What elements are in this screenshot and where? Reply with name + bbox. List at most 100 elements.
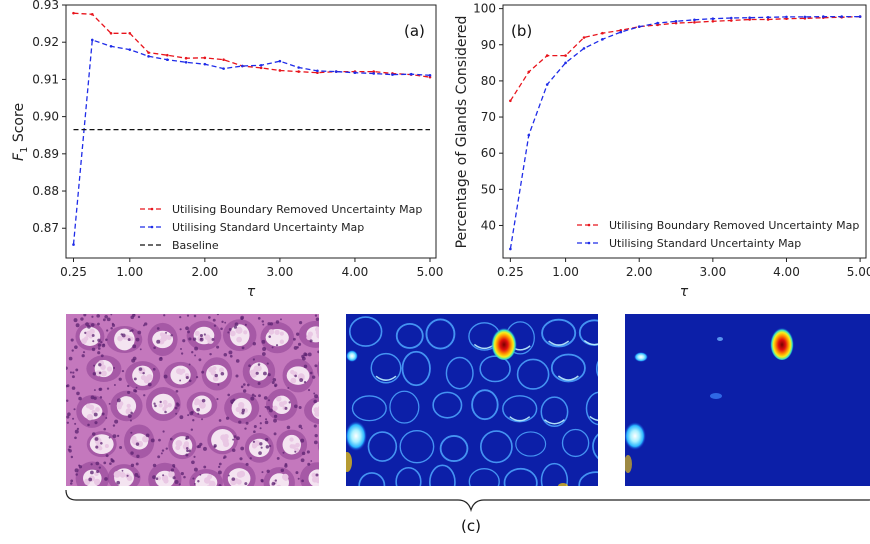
x-tick-label: 2.00 <box>191 265 218 279</box>
x-tick-label: 4.00 <box>342 265 369 279</box>
data-point <box>204 57 207 60</box>
data-point <box>429 74 432 77</box>
x-tick-label: 0.25 <box>497 265 524 279</box>
data-point <box>748 16 751 19</box>
legend-label: Utilising Boundary Removed Uncertainty M… <box>172 203 422 216</box>
data-point <box>693 21 696 24</box>
series-line-0 <box>74 13 431 77</box>
series-line-1 <box>510 17 860 249</box>
x-tick-label: 5.00 <box>847 265 870 279</box>
data-point <box>509 99 512 102</box>
data-point <box>583 47 586 50</box>
panel-b-xlabel: τ <box>680 284 689 300</box>
data-point <box>546 83 549 86</box>
data-point <box>260 67 263 70</box>
data-point <box>410 73 413 76</box>
data-point <box>546 54 549 57</box>
data-point <box>91 39 94 42</box>
x-tick-label: 1.00 <box>552 265 579 279</box>
panel-a-ylabel: F1 Score <box>11 103 30 161</box>
boundary-removed-uncertainty-map <box>624 314 870 486</box>
legend-marker <box>588 224 591 227</box>
data-point <box>260 64 263 67</box>
data-point <box>767 16 770 19</box>
panel-b-ylabel: Percentage of Glands Considered <box>454 16 470 249</box>
data-point <box>279 60 282 63</box>
y-tick-label: 0.89 <box>32 147 59 161</box>
data-point <box>166 54 169 57</box>
panel-a-label: (a) <box>404 22 425 40</box>
data-point <box>620 31 623 34</box>
data-point <box>601 32 604 35</box>
y-tick-label: 70 <box>481 110 496 124</box>
data-point <box>316 70 319 73</box>
y-tick-label: 0.90 <box>32 110 59 124</box>
data-point <box>72 243 75 246</box>
panel-a-xlabel: τ <box>247 284 256 300</box>
legend-marker <box>151 208 154 211</box>
data-point <box>527 71 530 74</box>
histology-image <box>64 313 352 498</box>
data-point <box>222 58 225 61</box>
data-point <box>128 32 131 35</box>
data-point <box>785 16 788 19</box>
data-point <box>147 51 150 54</box>
data-point <box>354 71 357 74</box>
data-point <box>335 70 338 73</box>
data-point <box>730 19 733 22</box>
y-tick-label: 50 <box>481 182 496 196</box>
data-point <box>675 20 678 23</box>
y-tick-label: 100 <box>473 2 496 16</box>
panel-b-legend: Utilising Boundary Removed Uncertainty M… <box>577 219 859 250</box>
legend-label: Baseline <box>172 239 219 252</box>
y-tick-label: 0.93 <box>32 0 59 12</box>
data-point <box>241 65 244 68</box>
legend-label: Utilising Standard Uncertainty Map <box>172 221 364 234</box>
series-line-0 <box>510 17 860 101</box>
data-point <box>372 72 375 75</box>
y-tick-label: 0.91 <box>32 72 59 86</box>
panel-b-label: (b) <box>511 22 532 40</box>
x-tick-label: 3.00 <box>267 265 294 279</box>
data-point <box>583 36 586 39</box>
data-point <box>128 48 131 51</box>
data-point <box>638 25 641 28</box>
y-tick-label: 0.87 <box>32 221 59 235</box>
data-point <box>564 62 567 65</box>
data-point <box>110 45 113 48</box>
data-point <box>509 248 512 251</box>
data-point <box>185 57 188 60</box>
data-point <box>147 55 150 58</box>
data-point <box>859 15 862 18</box>
y-tick-label: 90 <box>481 38 496 52</box>
x-tick-label: 0.25 <box>60 265 87 279</box>
x-tick-label: 3.00 <box>699 265 726 279</box>
data-point <box>166 58 169 61</box>
bottom-brace <box>66 490 870 510</box>
data-point <box>527 134 530 137</box>
panel-b-percentage: 0.25 1.00 2.00 3.00 4.00 5.00405060708090100 … <box>454 2 870 300</box>
panel-a-legend: Utilising Boundary Removed Uncertainty M… <box>140 203 422 252</box>
panel-a-ylabel-rest: Score <box>11 103 27 147</box>
data-point <box>840 15 843 18</box>
y-tick-label: 60 <box>481 146 496 160</box>
data-point <box>391 73 394 76</box>
data-point <box>72 12 75 15</box>
y-tick-label: 0.92 <box>32 35 59 49</box>
x-tick-label: 2.00 <box>626 265 653 279</box>
panel-a-f1-score: 0.25 1.00 2.00 3.00 4.00 5.00 0.87 0.88 0.89 0.90… <box>11 0 443 300</box>
legend-marker <box>588 242 591 245</box>
legend-label: Utilising Standard Uncertainty Map <box>609 237 801 250</box>
data-point <box>110 32 113 35</box>
data-point <box>601 38 604 41</box>
data-point <box>91 13 94 16</box>
legend-marker <box>151 226 154 229</box>
data-point <box>185 61 188 64</box>
data-point <box>712 17 715 20</box>
standard-uncertainty-map <box>342 314 626 499</box>
data-point <box>222 67 225 70</box>
x-tick-label: 4.00 <box>773 265 800 279</box>
data-point <box>204 63 207 66</box>
data-point <box>822 15 825 18</box>
y-tick-label: 0.88 <box>32 184 59 198</box>
